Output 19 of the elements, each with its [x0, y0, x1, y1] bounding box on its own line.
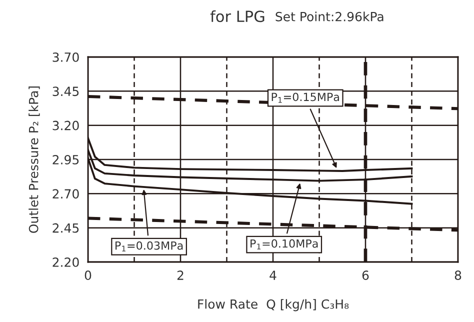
x-axis-title: Flow Rate Q [kg/h] C₃H₈	[198, 299, 349, 312]
x-tick-label: 6	[362, 270, 369, 280]
y-axis-title: Outlet Pressure P₂ [kPa]	[28, 86, 40, 233]
y-tick-label: 2.45	[52, 223, 79, 233]
y-tick-label: 3.20	[52, 120, 79, 130]
y-tick-label: 3.70	[52, 52, 79, 62]
annotation: P$_{1}$=0.03MPa	[116, 241, 183, 252]
y-tick-label: 3.45	[52, 86, 79, 96]
chart-subtitle: Set Point:2.96kPa	[276, 12, 384, 22]
x-tick-label: 2	[177, 270, 184, 280]
x-tick-label: 8	[454, 270, 462, 280]
y-tick-label: 2.70	[52, 189, 79, 199]
annotation: P$_{1}$=0.15MPa	[272, 92, 339, 103]
y-tick-label: 2.20	[52, 257, 79, 267]
y-tick-label: 2.95	[52, 154, 79, 164]
chart-title: for LPG	[210, 10, 264, 22]
x-tick-label: 0	[84, 270, 92, 280]
annotation: P$_{1}$=0.10MPa	[250, 239, 318, 250]
x-tick-label: 4	[270, 270, 276, 280]
